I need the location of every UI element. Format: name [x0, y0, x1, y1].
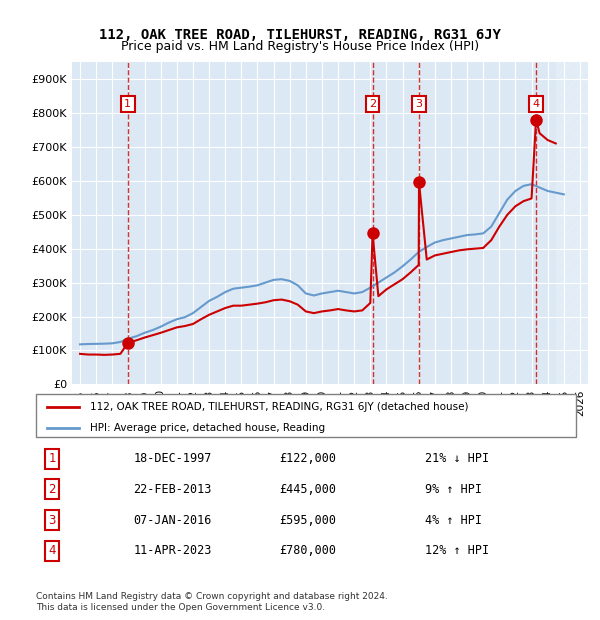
Text: 3: 3	[416, 99, 422, 109]
Text: 112, OAK TREE ROAD, TILEHURST, READING, RG31 6JY: 112, OAK TREE ROAD, TILEHURST, READING, …	[99, 28, 501, 42]
Text: 18-DEC-1997: 18-DEC-1997	[133, 452, 212, 465]
Text: 3: 3	[49, 513, 56, 526]
Text: 2: 2	[369, 99, 376, 109]
Text: 1: 1	[124, 99, 131, 109]
FancyBboxPatch shape	[36, 394, 576, 437]
Text: 112, OAK TREE ROAD, TILEHURST, READING, RG31 6JY (detached house): 112, OAK TREE ROAD, TILEHURST, READING, …	[90, 402, 469, 412]
Text: 4% ↑ HPI: 4% ↑ HPI	[425, 513, 482, 526]
Text: 9% ↑ HPI: 9% ↑ HPI	[425, 483, 482, 496]
Text: 2: 2	[49, 483, 56, 496]
Text: £122,000: £122,000	[279, 452, 336, 465]
Text: 11-APR-2023: 11-APR-2023	[133, 544, 212, 557]
Text: Contains HM Land Registry data © Crown copyright and database right 2024.: Contains HM Land Registry data © Crown c…	[36, 592, 388, 601]
Text: £595,000: £595,000	[279, 513, 336, 526]
Text: This data is licensed under the Open Government Licence v3.0.: This data is licensed under the Open Gov…	[36, 603, 325, 612]
Text: HPI: Average price, detached house, Reading: HPI: Average price, detached house, Read…	[90, 423, 325, 433]
Text: 07-JAN-2016: 07-JAN-2016	[133, 513, 212, 526]
Text: 21% ↓ HPI: 21% ↓ HPI	[425, 452, 489, 465]
Bar	[556, 62, 588, 384]
Text: 1: 1	[49, 452, 56, 465]
Text: 4: 4	[533, 99, 539, 109]
Text: 12% ↑ HPI: 12% ↑ HPI	[425, 544, 489, 557]
Text: £780,000: £780,000	[279, 544, 336, 557]
Text: Price paid vs. HM Land Registry's House Price Index (HPI): Price paid vs. HM Land Registry's House …	[121, 40, 479, 53]
Text: 4: 4	[49, 544, 56, 557]
Text: £445,000: £445,000	[279, 483, 336, 496]
Text: 22-FEB-2013: 22-FEB-2013	[133, 483, 212, 496]
